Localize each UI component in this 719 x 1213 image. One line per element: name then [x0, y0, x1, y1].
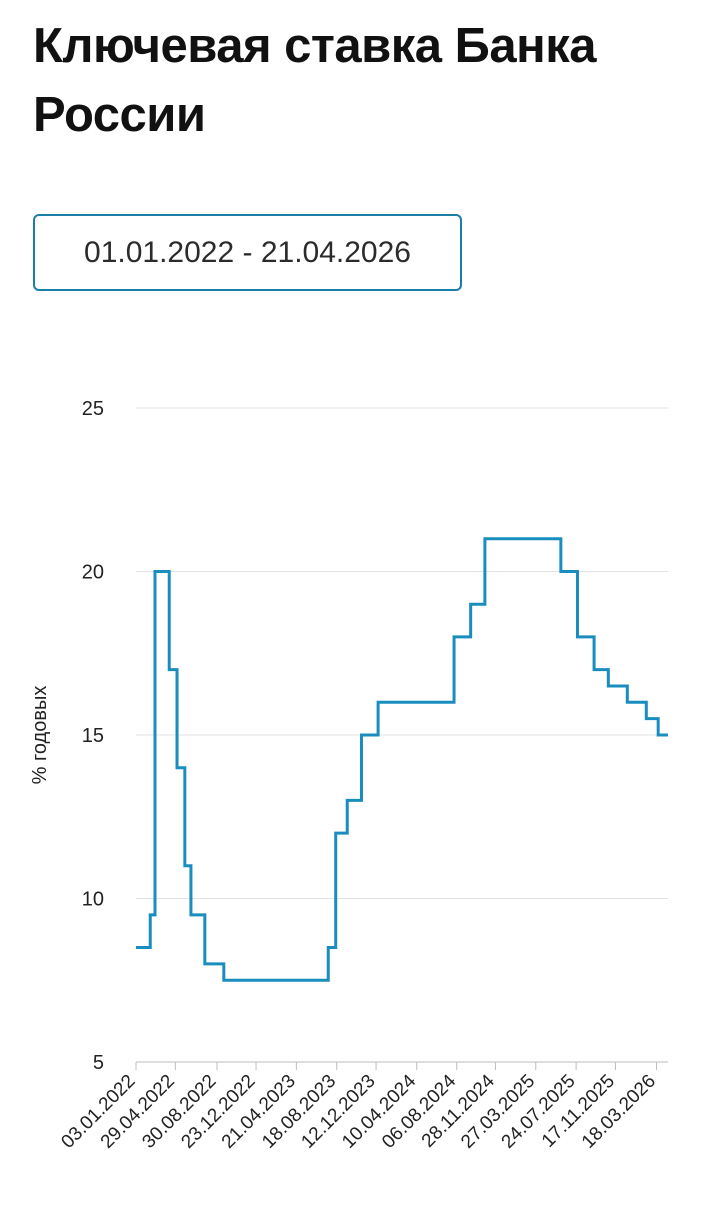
page-title: Ключевая ставка Банка России	[33, 19, 597, 142]
y-tick-labels: 5 10 15 20 25	[82, 398, 104, 1074]
series-layer	[136, 537, 668, 982]
y-tick-label: 25	[82, 398, 104, 420]
y-tick-label: 15	[82, 725, 104, 747]
key-rate-line	[136, 537, 668, 982]
x-tick-labels: 03.01.202229.04.202230.08.202223.12.2022…	[57, 1070, 660, 1152]
date-range-picker[interactable]: 01.01.2022 - 21.04.2026	[33, 214, 462, 291]
y-tick-label: 5	[93, 1052, 104, 1074]
y-axis-label: % годовых	[29, 686, 51, 785]
key-rate-chart: 5 10 15 20 25 03.01.202229.04.202230.08.2022…	[29, 398, 668, 1153]
y-tick-label: 20	[82, 562, 104, 584]
y-tick-label: 10	[82, 889, 104, 911]
grid-lines	[135, 407, 668, 1070]
